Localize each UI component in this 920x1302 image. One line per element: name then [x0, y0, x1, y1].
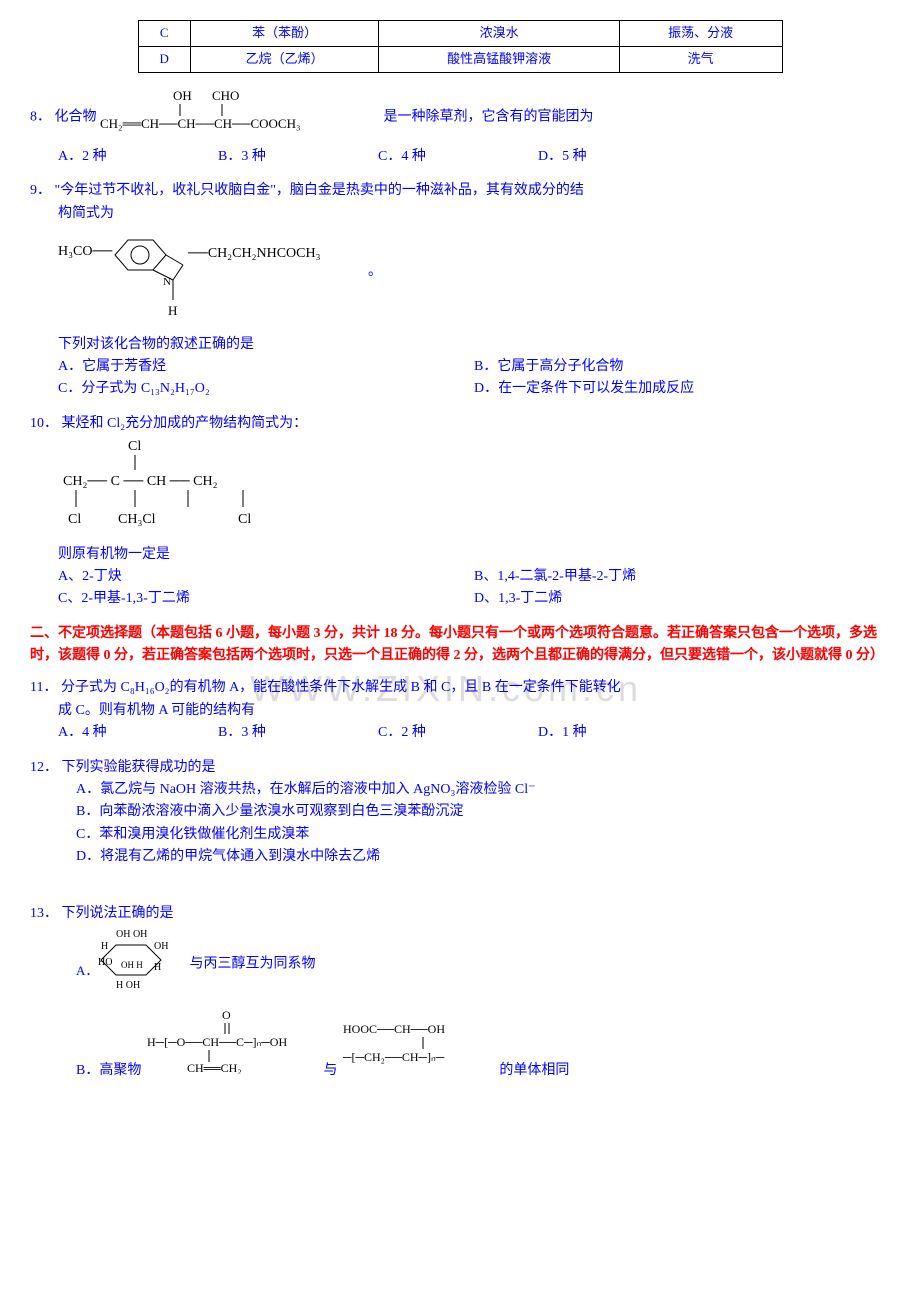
question-9: 9． "今年过节不收礼，收礼只收脑白金"，脑白金是热卖中的一种滋补品，其有效成分… — [30, 180, 890, 400]
svg-text:N: N — [163, 276, 171, 288]
q10-stem: 则原有机物一定是 — [30, 544, 890, 566]
cell: C — [138, 21, 190, 47]
svg-text:H: H — [168, 303, 177, 318]
question-13: 13． 下列说法正确的是 A． OH OH H OH HO H OH H H O… — [30, 903, 890, 1082]
cell: 苯（苯酚） — [190, 21, 379, 47]
table-row: C 苯（苯酚） 浓溴水 振荡、分液 — [138, 21, 782, 47]
q8-formula: OH CHO CH₂══CH──CH──CH──COOCH₃ — [100, 88, 380, 146]
option-a: A． OH OH H OH HO H OH H H OH 与丙三醇互为同系物 — [30, 925, 890, 1003]
q8-prefix: 化合物 — [55, 109, 97, 124]
cell: 浓溴水 — [379, 21, 619, 47]
option: C．苯和溴用溴化铁做催化剂生成溴苯 — [30, 824, 890, 846]
q13-optB-suffix: 的单体相同 — [499, 1060, 569, 1082]
question-number: 12． — [30, 760, 58, 775]
section-2-header: 二、不定项选择题（本题包括 6 小题，每小题 3 分，共计 18 分。每小题只有… — [30, 623, 890, 668]
question-number: 13． — [30, 906, 58, 921]
option: B、1,4-二氯-2-甲基-2-丁烯 — [474, 566, 890, 588]
purification-table: C 苯（苯酚） 浓溴水 振荡、分液 D 乙烷（乙烯） 酸性高锰酸钾溶液 洗气 — [138, 20, 783, 73]
svg-text:CH₃Cl: CH₃Cl — [118, 512, 156, 527]
option: C．分子式为 C₁₃N₂H₁₇O₂ — [58, 378, 474, 400]
option: C、2-甲基-1,3-丁二烯 — [58, 588, 474, 610]
q13-optB-mid: 与 — [323, 1060, 337, 1082]
svg-text:CH₂══CH──CH──CH──COOCH₃: CH₂══CH──CH──CH──COOCH₃ — [100, 116, 301, 131]
q13-stem: 下列说法正确的是 — [62, 906, 174, 921]
cell: 乙烷（乙烯） — [190, 46, 379, 72]
svg-text:CH₂── C ── CH ── CH₂: CH₂── C ── CH ── CH₂ — [63, 474, 218, 489]
q12-stem: 下列实验能获得成功的是 — [62, 760, 216, 775]
question-8: 8． 化合物 OH CHO CH₂══CH──CH──CH──COOCH₃ 是一… — [30, 88, 890, 169]
cell: D — [138, 46, 190, 72]
option: D．在一定条件下可以发生加成反应 — [474, 378, 890, 400]
question-number: 10． — [30, 416, 58, 431]
option: A．2 种 — [58, 146, 178, 168]
option: C．4 种 — [378, 146, 498, 168]
q8-suffix: 是一种除草剂，它含有的官能团为 — [384, 109, 594, 124]
question-number: 8． — [30, 109, 51, 124]
svg-text:A．: A． — [76, 963, 98, 978]
question-11: 11． 分子式为 C₈H₁₆O₂的有机物 A，能在酸性条件下水解生成 B 和 C… — [30, 677, 890, 744]
svg-text:─[─CH₂──CH─]ₙ─: ─[─CH₂──CH─]ₙ─ — [343, 1050, 445, 1064]
option: B．它属于高分子化合物 — [474, 356, 890, 378]
option: D．将混有乙烯的甲烷气体通入到溴水中除去乙烯 — [30, 846, 890, 868]
q9-line1: "今年过节不收礼，收礼只收脑白金"，脑白金是热卖中的一种滋补品，其有效成分的结 — [55, 183, 584, 198]
option: A、2-丁炔 — [58, 566, 474, 588]
q13-optB-structure2: HOOC──CH──OH ─[─CH₂──CH─]ₙ─ — [343, 1019, 493, 1082]
option: D．1 种 — [538, 722, 658, 744]
svg-text:H: H — [154, 962, 161, 973]
svg-text:OH: OH — [173, 88, 192, 103]
q11-line1: 分子式为 C₈H₁₆O₂的有机物 A，能在酸性条件下水解生成 B 和 C，且 B… — [61, 680, 621, 695]
q10-line1: 某烃和 Cl₂充分加成的产物结构简式为： — [62, 416, 308, 431]
option: C．2 种 — [378, 722, 498, 744]
cell: 洗气 — [619, 46, 782, 72]
q9-line2: 构简式为 — [30, 203, 890, 225]
svg-text:H OH: H OH — [116, 980, 140, 991]
svg-text:OH OH: OH OH — [116, 929, 147, 940]
cell: 酸性高锰酸钾溶液 — [379, 46, 619, 72]
question-12: 12． 下列实验能获得成功的是 A．氯乙烷与 NaOH 溶液共热，在水解后的溶液… — [30, 757, 890, 869]
svg-text:Cl: Cl — [68, 512, 81, 527]
q13-optA-structure: A． OH OH H OH HO H OH H H OH — [76, 925, 186, 1003]
option: A．它属于芳香烃 — [58, 356, 474, 378]
question-number: 9． — [30, 183, 51, 198]
svg-text:CH══CH₂: CH══CH₂ — [187, 1061, 242, 1074]
q9-stem: 下列对该化合物的叙述正确的是 — [30, 334, 890, 356]
q11-line2: 成 C。则有机物 A 可能的结构有 — [30, 700, 890, 722]
svg-text:H─[─O──CH──C─]ₙ─OH: H─[─O──CH──C─]ₙ─OH — [147, 1035, 287, 1049]
q13-optA-suffix: 与丙三醇互为同系物 — [190, 957, 316, 972]
svg-text:Cl: Cl — [238, 512, 251, 527]
table-row: D 乙烷（乙烯） 酸性高锰酸钾溶液 洗气 — [138, 46, 782, 72]
question-number: 11． — [30, 680, 57, 695]
svg-text:HO: HO — [98, 957, 112, 968]
svg-text:OH H: OH H — [121, 960, 143, 970]
q9-structure: H₃CO── H N ──CH₂CH₂NHCOCH₃ 。 — [58, 225, 890, 333]
question-10: 10． 某烃和 Cl₂充分加成的产物结构简式为： Cl CH₂── C ── C… — [30, 413, 890, 611]
svg-text:。: 。 — [368, 264, 382, 279]
svg-text:HOOC──CH──OH: HOOC──CH──OH — [343, 1022, 445, 1036]
option-b: B．高聚物 O H─[─O──CH──C─]ₙ─OH CH══CH₂ 与 HOO… — [30, 1004, 890, 1082]
svg-text:O: O — [222, 1008, 231, 1022]
option: A．氯乙烷与 NaOH 溶液共热，在水解后的溶液中加入 AgNO₃溶液检验 Cl… — [30, 779, 890, 801]
q13-optB-prefix: B．高聚物 — [76, 1060, 141, 1082]
svg-text:CHO: CHO — [212, 88, 239, 103]
svg-text:Cl: Cl — [128, 439, 141, 454]
q10-structure: Cl CH₂── C ── CH ── CH₂ Cl CH₃Cl Cl — [58, 435, 890, 543]
cell: 振荡、分液 — [619, 21, 782, 47]
svg-text:H₃CO──: H₃CO── — [58, 244, 112, 259]
q13-optB-structure1: O H─[─O──CH──C─]ₙ─OH CH══CH₂ — [147, 1004, 317, 1082]
svg-text:H: H — [101, 941, 108, 952]
option: B．3 种 — [218, 722, 338, 744]
option: D．5 种 — [538, 146, 658, 168]
svg-text:OH: OH — [154, 941, 168, 952]
option: D、1,3-丁二烯 — [474, 588, 890, 610]
svg-text:──CH₂CH₂NHCOCH₃: ──CH₂CH₂NHCOCH₃ — [187, 246, 321, 261]
option: B．3 种 — [218, 146, 338, 168]
option: B．向苯酚浓溶液中滴入少量浓溴水可观察到白色三溴苯酚沉淀 — [30, 801, 890, 823]
option: A．4 种 — [58, 722, 178, 744]
